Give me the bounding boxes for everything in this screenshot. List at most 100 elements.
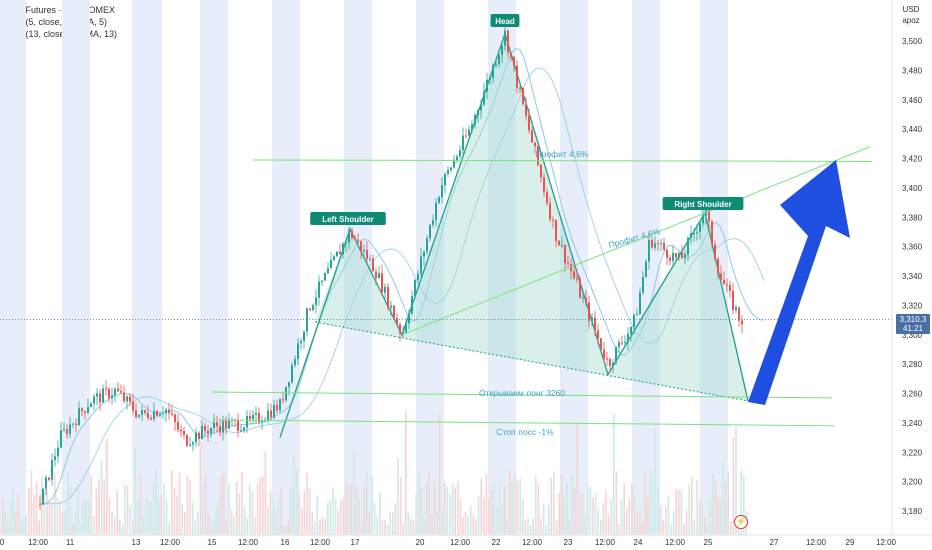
right-shoulder-label-bg bbox=[662, 197, 744, 210]
candle-body bbox=[657, 243, 659, 245]
candle-body bbox=[507, 30, 509, 53]
candle-body bbox=[651, 239, 653, 248]
candle-body bbox=[51, 460, 53, 480]
volume-bar bbox=[113, 517, 116, 535]
time-tick-label: 24 bbox=[634, 538, 643, 547]
volume-bar bbox=[527, 517, 529, 535]
volume-bar bbox=[384, 520, 386, 535]
lightning-icon[interactable]: ⚡ bbox=[734, 515, 748, 529]
candle-body bbox=[252, 414, 254, 420]
volume-bar bbox=[475, 519, 477, 535]
volume-bar bbox=[132, 520, 134, 535]
candle-body bbox=[312, 305, 314, 310]
volume-bar bbox=[303, 490, 306, 535]
volume-bar bbox=[626, 509, 628, 535]
volume-bar bbox=[69, 483, 72, 535]
price-tick-label: 3,480 bbox=[902, 66, 923, 75]
volume-bar bbox=[631, 482, 633, 535]
candle-body bbox=[66, 429, 68, 435]
candle-body bbox=[222, 420, 224, 433]
volume-bar bbox=[171, 470, 173, 535]
last-price: 3,310.3 bbox=[899, 315, 927, 324]
volume-bar bbox=[602, 502, 605, 535]
volume-bar bbox=[724, 482, 727, 535]
volume-bar bbox=[228, 485, 230, 535]
volume-bar bbox=[431, 515, 433, 535]
candle-body bbox=[486, 79, 488, 92]
candle-body bbox=[414, 280, 416, 297]
volume-bar bbox=[350, 483, 352, 535]
candle-body bbox=[159, 414, 161, 417]
volume-bar bbox=[392, 511, 394, 535]
sma-slow-legend[interactable]: SMA (13, close, 8, SMA, 13) bbox=[4, 29, 118, 39]
time-tick-label: 12:00 bbox=[522, 538, 543, 547]
candle-body bbox=[318, 281, 320, 298]
candle-body bbox=[720, 273, 722, 280]
session-bands bbox=[0, 0, 728, 535]
currency-label[interactable]: USD apoz bbox=[896, 4, 926, 26]
candle-body bbox=[216, 422, 218, 426]
volume-bar bbox=[511, 481, 514, 535]
candle-body bbox=[543, 177, 545, 193]
volume-bar bbox=[25, 514, 27, 535]
sma-fast-legend[interactable]: SMA (5, close, 3, SMA, 5) bbox=[4, 17, 108, 27]
volume-bar bbox=[610, 499, 612, 535]
candle-body bbox=[459, 150, 461, 157]
volume-bar bbox=[342, 497, 345, 535]
session-band bbox=[700, 0, 728, 535]
candle-body bbox=[129, 396, 131, 402]
candle-body bbox=[558, 240, 560, 246]
volume-bar bbox=[368, 512, 371, 535]
time-tick-label: 12:00 bbox=[595, 538, 616, 547]
volume-bar bbox=[93, 516, 95, 535]
candle-body bbox=[297, 343, 299, 360]
volume-bar bbox=[516, 481, 519, 535]
candle-body bbox=[465, 135, 467, 137]
volume-bar bbox=[150, 502, 152, 535]
volume-bar bbox=[51, 502, 53, 535]
candle-body bbox=[366, 249, 368, 259]
volume-bar bbox=[493, 481, 495, 535]
volume-bar bbox=[35, 482, 38, 535]
volume-bar bbox=[685, 510, 688, 535]
volume-bar bbox=[373, 502, 376, 535]
price-tick-label: 3,500 bbox=[902, 37, 923, 46]
volume-bar bbox=[285, 524, 287, 535]
candle-body bbox=[336, 251, 338, 257]
volume-bar bbox=[212, 523, 215, 535]
candle-body bbox=[384, 286, 386, 293]
currency-code: USD bbox=[902, 5, 920, 14]
candle-body bbox=[357, 239, 359, 242]
volume-bar bbox=[529, 524, 532, 535]
volume-bar bbox=[389, 511, 391, 535]
symbol-title[interactable]: Gold Futures · 1h · COMEX bbox=[4, 5, 116, 15]
volume-bar bbox=[457, 481, 459, 535]
volume-bar bbox=[519, 478, 521, 535]
candle-body bbox=[330, 259, 332, 269]
volume-bar bbox=[576, 423, 579, 535]
volume-bar bbox=[48, 500, 51, 535]
candle-body bbox=[210, 428, 212, 434]
time-tick-label: 27 bbox=[770, 538, 779, 547]
candle-body bbox=[180, 429, 182, 432]
candle-body bbox=[381, 273, 383, 293]
volume-bar bbox=[618, 524, 620, 535]
volume-bar bbox=[394, 503, 397, 535]
price-tick-label: 3,180 bbox=[902, 507, 923, 516]
volume-bar bbox=[600, 519, 602, 535]
volume-bar bbox=[561, 474, 563, 535]
volume-bar bbox=[85, 499, 87, 535]
candle-body bbox=[741, 320, 743, 325]
volume-bar bbox=[483, 497, 485, 535]
last-price-tag: 3,310.3 41:21 bbox=[896, 314, 930, 334]
volume-bar bbox=[347, 484, 350, 535]
volume-bar bbox=[446, 486, 449, 535]
price-tick-label: 3,220 bbox=[902, 448, 923, 457]
volume-bars bbox=[2, 410, 748, 535]
candle-body bbox=[489, 77, 491, 80]
volume-bar bbox=[12, 488, 14, 535]
candle-body bbox=[681, 253, 683, 259]
price-tick-label: 3,440 bbox=[902, 125, 923, 134]
price-tick-label: 3,320 bbox=[902, 301, 923, 310]
